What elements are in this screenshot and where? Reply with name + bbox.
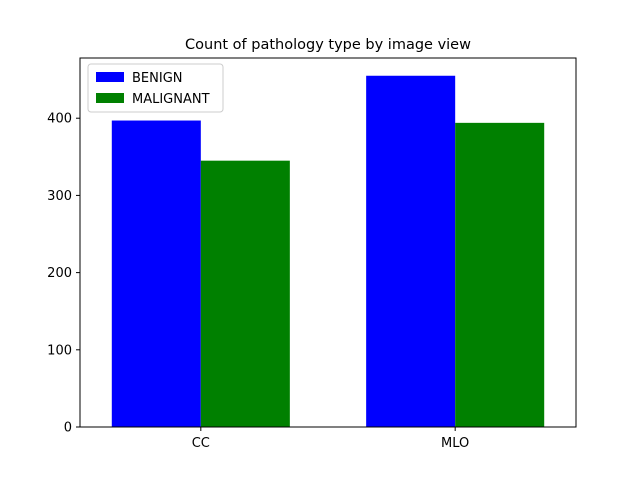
bar-benign-mlo bbox=[366, 75, 456, 427]
legend: BENIGN MALIGNANT bbox=[87, 63, 224, 113]
legend-label-malignant: MALIGNANT bbox=[132, 92, 210, 107]
x-tick-label: CC bbox=[192, 436, 210, 451]
y-tick-label: 100 bbox=[47, 343, 72, 358]
legend-label-benign: BENIGN bbox=[132, 71, 183, 86]
y-tick-label: 300 bbox=[47, 189, 72, 204]
bars-layer bbox=[111, 75, 545, 428]
legend-swatch-malignant bbox=[96, 93, 124, 103]
chart-title: Count of pathology type by image view bbox=[185, 37, 471, 53]
bar-malignant-cc bbox=[200, 160, 290, 427]
y-tick-label: 0 bbox=[64, 421, 72, 436]
plot-frame bbox=[79, 57, 577, 428]
bar-malignant-mlo bbox=[455, 122, 545, 428]
y-tick-label: 400 bbox=[47, 112, 72, 127]
legend-swatch-benign bbox=[96, 72, 124, 82]
axes-layer: 0 100 200 300 400 CC MLO bbox=[47, 57, 577, 451]
x-tick-label: MLO bbox=[441, 436, 469, 451]
bar-benign-cc bbox=[111, 120, 201, 427]
y-tick-label: 200 bbox=[47, 266, 72, 281]
